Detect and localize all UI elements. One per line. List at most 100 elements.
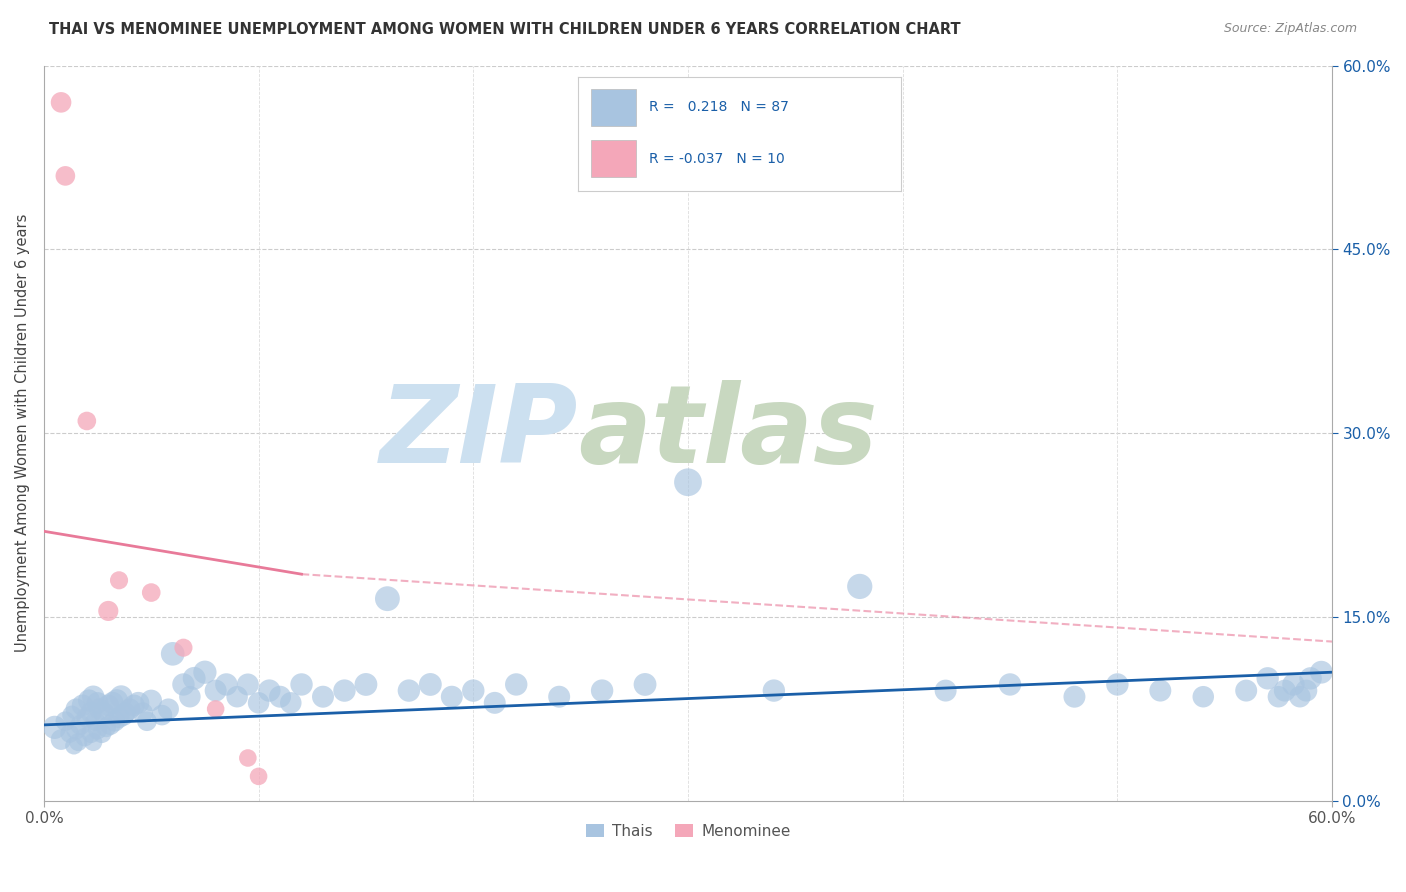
- Point: [114, 706, 136, 720]
- Point: [226, 690, 249, 704]
- Point: [1257, 671, 1279, 685]
- Point: [1299, 671, 1322, 685]
- Point: [1192, 690, 1215, 704]
- Point: [53, 714, 76, 729]
- Point: [312, 690, 335, 704]
- Point: [505, 677, 527, 691]
- Point: [118, 702, 141, 716]
- Point: [998, 677, 1021, 691]
- Point: [183, 671, 205, 685]
- Point: [194, 665, 217, 680]
- Point: [127, 696, 149, 710]
- Point: [101, 696, 124, 710]
- Point: [73, 730, 96, 744]
- Point: [49, 95, 72, 110]
- Point: [398, 683, 420, 698]
- Point: [67, 735, 90, 749]
- Point: [76, 710, 98, 724]
- Point: [1310, 665, 1333, 680]
- Point: [63, 739, 86, 753]
- Point: [94, 720, 117, 734]
- Point: [110, 690, 132, 704]
- Point: [86, 696, 108, 710]
- Point: [90, 726, 112, 740]
- Point: [82, 690, 104, 704]
- Point: [247, 696, 270, 710]
- Point: [162, 647, 184, 661]
- Point: [172, 677, 194, 691]
- Y-axis label: Unemployment Among Women with Children Under 6 years: Unemployment Among Women with Children U…: [15, 214, 30, 652]
- Point: [236, 751, 259, 765]
- Text: atlas: atlas: [578, 380, 879, 486]
- Point: [49, 732, 72, 747]
- Point: [89, 702, 111, 716]
- Point: [290, 677, 312, 691]
- Point: [419, 677, 441, 691]
- Point: [1282, 677, 1305, 691]
- Point: [259, 683, 281, 698]
- Point: [548, 690, 571, 704]
- Point: [76, 414, 98, 428]
- Point: [236, 677, 259, 691]
- Point: [634, 677, 657, 691]
- Point: [72, 698, 94, 713]
- Point: [69, 718, 91, 732]
- Point: [269, 690, 291, 704]
- Point: [53, 169, 76, 183]
- Point: [935, 683, 957, 698]
- Point: [280, 696, 302, 710]
- Point: [333, 683, 356, 698]
- Point: [157, 702, 180, 716]
- Point: [484, 696, 506, 710]
- Point: [44, 720, 66, 734]
- Point: [65, 723, 87, 737]
- Point: [136, 714, 159, 729]
- Point: [172, 640, 194, 655]
- Point: [108, 574, 131, 588]
- Point: [112, 708, 135, 723]
- Point: [354, 677, 377, 691]
- Point: [848, 579, 870, 593]
- Point: [141, 585, 163, 599]
- Text: ZIP: ZIP: [380, 380, 578, 486]
- Point: [1107, 677, 1129, 691]
- Point: [65, 702, 87, 716]
- Point: [93, 706, 115, 720]
- Legend: Thais, Menominee: Thais, Menominee: [579, 817, 797, 845]
- Point: [1234, 683, 1257, 698]
- Point: [80, 726, 103, 740]
- Point: [676, 475, 699, 490]
- Point: [105, 693, 128, 707]
- Point: [247, 769, 270, 783]
- Point: [591, 683, 613, 698]
- Point: [104, 714, 127, 729]
- Point: [60, 708, 83, 723]
- Point: [1295, 683, 1317, 698]
- Point: [100, 718, 122, 732]
- Point: [762, 683, 785, 698]
- Point: [463, 683, 485, 698]
- Point: [77, 693, 100, 707]
- Point: [141, 693, 163, 707]
- Text: Source: ZipAtlas.com: Source: ZipAtlas.com: [1223, 22, 1357, 36]
- Point: [1149, 683, 1171, 698]
- Point: [86, 723, 108, 737]
- Point: [84, 714, 107, 729]
- Point: [150, 708, 173, 723]
- Point: [179, 690, 201, 704]
- Point: [204, 702, 226, 716]
- Point: [1063, 690, 1085, 704]
- Point: [377, 591, 399, 606]
- Point: [80, 706, 103, 720]
- Point: [59, 726, 82, 740]
- Point: [108, 710, 131, 724]
- Point: [1267, 690, 1289, 704]
- Text: THAI VS MENOMINEE UNEMPLOYMENT AMONG WOMEN WITH CHILDREN UNDER 6 YEARS CORRELATI: THAI VS MENOMINEE UNEMPLOYMENT AMONG WOM…: [49, 22, 960, 37]
- Point: [204, 683, 226, 698]
- Point: [215, 677, 238, 691]
- Point: [97, 604, 120, 618]
- Point: [1289, 690, 1312, 704]
- Point: [440, 690, 463, 704]
- Point: [122, 698, 145, 713]
- Point: [97, 698, 120, 713]
